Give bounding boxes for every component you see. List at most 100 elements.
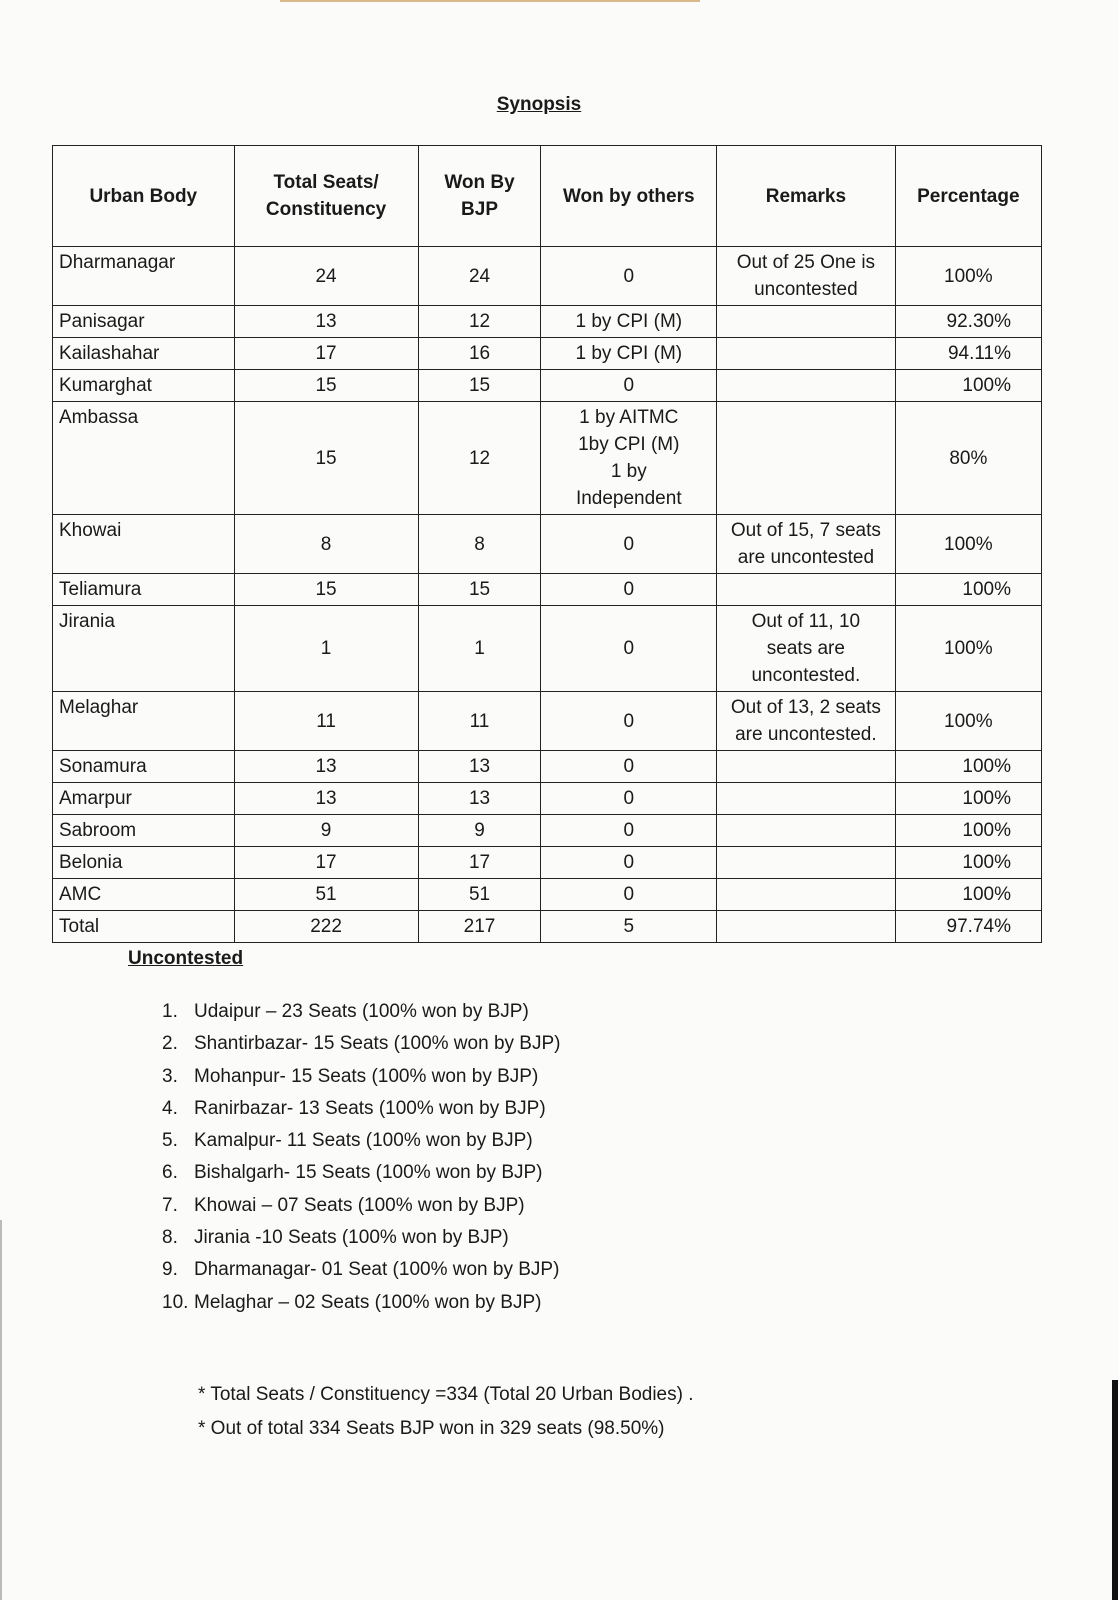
remarks-line: Out of 11, 10 [751, 611, 861, 632]
others-line: 0 [623, 579, 635, 600]
won-by-bjp-cell: 8 [417, 514, 542, 574]
list-text: Dharmanagar- 01 Seat (100% won by BJP) [194, 1259, 560, 1281]
list-text: Mohanpur- 15 Seats (100% won by BJP) [194, 1065, 539, 1087]
total-seats-cell: 15 [233, 401, 419, 515]
urban-body-cell: Dharmanagar [52, 246, 235, 306]
urban-body-cell: Khowai [52, 514, 235, 574]
percentage-cell: 100% [894, 514, 1043, 574]
table-row: Dharmanagar 24 24 0 Out of 25 One is uncontes… [52, 246, 1043, 306]
remarks-cell [716, 750, 896, 783]
urban-body-cell: Sabroom [52, 814, 235, 847]
total-seats-cell: 1 [233, 605, 419, 692]
others-line: 0 [623, 756, 635, 777]
total-seats-cell: 15 [233, 369, 419, 402]
list-item: 3. Mohanpur- 15 Seats (100% won by BJP) [162, 1061, 560, 1093]
others-line: 1 by CPI (M) [575, 311, 683, 332]
page-edge-top [280, 0, 700, 2]
list-number: 6. [162, 1162, 178, 1184]
remarks-cell [716, 814, 896, 847]
remarks-line: uncontested. [751, 665, 861, 686]
list-item: 5. Kamalpur- 11 Seats (100% won by BJP) [162, 1125, 560, 1157]
total-seats-cell: 8 [233, 514, 419, 574]
won-by-others-cell: 1 by AITMC 1by CPI (M) 1 by Independent [540, 401, 718, 515]
others-line: 0 [623, 710, 635, 732]
remarks-cell [716, 910, 896, 943]
list-item: 10. Melaghar – 02 Seats (100% won by BJP) [162, 1287, 560, 1319]
urban-body-cell: Amarpur [52, 782, 235, 815]
total-seats-cell: 24 [233, 246, 419, 306]
list-item: 8. Jirania -10 Seats (100% won by BJP) [162, 1222, 560, 1254]
total-seats-cell: 11 [233, 691, 419, 751]
others-line: 0 [623, 852, 635, 873]
list-item: 4. Ranirbazar- 13 Seats (100% won by BJP) [162, 1093, 560, 1125]
table-row: Belonia 17 17 0 100% [52, 846, 1043, 879]
others-line: 0 [623, 788, 635, 809]
list-number: 5. [162, 1130, 178, 1152]
others-line: 1 by AITMC [579, 407, 679, 428]
percentage-cell: 100% [894, 878, 1043, 911]
percentage-cell: 100% [894, 573, 1043, 606]
others-line: 1 by CPI (M) [575, 343, 683, 364]
table-row: Jirania 1 1 0 Out of 11, 10 seats are uncontes… [52, 605, 1043, 692]
urban-body-cell: Kailashahar [52, 337, 235, 370]
won-by-bjp-cell: 51 [417, 878, 542, 911]
won-by-bjp-cell: 1 [417, 605, 542, 692]
page-edge-right [1112, 1380, 1118, 1600]
table-row: Amarpur 13 13 0 100% [52, 782, 1043, 815]
total-seats-cell: 13 [233, 782, 419, 815]
won-by-others-cell: 0 [540, 878, 718, 911]
note-total-seats: * Total Seats / Constituency =334 (Total… [198, 1384, 694, 1405]
table-row: AMC 51 51 0 100% [52, 878, 1043, 911]
percentage-cell: 100% [894, 846, 1043, 879]
percentage-cell: 100% [894, 369, 1043, 402]
list-item: 2. Shantirbazar- 15 Seats (100% won by BJ… [162, 1028, 560, 1060]
remarks-cell [716, 337, 896, 370]
percentage-cell: 80% [894, 401, 1043, 515]
page-title: Synopsis [496, 94, 582, 115]
won-by-bjp-cell: 15 [417, 573, 542, 606]
won-by-bjp-cell: 13 [417, 750, 542, 783]
column-header: Remarks [716, 145, 896, 247]
urban-body-cell: Total [52, 910, 235, 943]
won-by-bjp-cell: 12 [417, 401, 542, 515]
synopsis-table: Urban Body Total Seats/ Constituency Won B… [52, 145, 1043, 943]
list-number: 3. [162, 1065, 178, 1087]
others-line: 0 [623, 638, 635, 659]
table-row: Kailashahar 17 16 1 by CPI (M) 94.11% [52, 337, 1043, 370]
list-item: 7. Khowai – 07 Seats (100% won by BJP) [162, 1190, 560, 1222]
others-line: 1by CPI (M) [578, 434, 680, 455]
list-item: 6. Bishalgarh- 15 Seats (100% won by BJP) [162, 1157, 560, 1189]
won-by-others-cell: 0 [540, 782, 718, 815]
won-by-bjp-cell: 24 [417, 246, 542, 306]
urban-body-cell: Belonia [52, 846, 235, 879]
remarks-line: uncontested [754, 279, 858, 300]
remarks-cell [716, 782, 896, 815]
won-by-others-cell: 0 [540, 514, 718, 574]
total-seats-cell: 13 [233, 305, 419, 338]
others-line: 5 [623, 916, 635, 937]
table-row: Total 222 217 5 97.74% [52, 910, 1043, 943]
page-edge-left [0, 1220, 2, 1600]
list-text: Kamalpur- 11 Seats (100% won by BJP) [194, 1130, 533, 1152]
table-header-row: Urban Body Total Seats/ Constituency Won B… [52, 145, 1043, 247]
won-by-bjp-cell: 217 [417, 910, 542, 943]
remarks-line: seats are [766, 638, 845, 659]
won-by-bjp-cell: 15 [417, 369, 542, 402]
remarks-cell: Out of 11, 10 seats are uncontested. [716, 605, 896, 692]
remarks-cell: Out of 25 One is uncontested [716, 246, 896, 306]
won-by-others-cell: 0 [540, 750, 718, 783]
won-by-others-cell: 0 [540, 369, 718, 402]
list-number: 9. [162, 1259, 178, 1281]
remarks-cell [716, 305, 896, 338]
others-line: 0 [623, 820, 635, 841]
table-row: Khowai 8 8 0 Out of 15, 7 seats are uncontest… [52, 514, 1043, 574]
others-line: 0 [623, 533, 635, 555]
remarks-cell: Out of 15, 7 seats are uncontested [716, 514, 896, 574]
others-line: 0 [623, 884, 635, 905]
won-by-others-cell: 0 [540, 573, 718, 606]
list-item: 1. Udaipur – 23 Seats (100% won by BJP) [162, 996, 560, 1028]
remarks-cell [716, 401, 896, 515]
won-by-others-cell: 1 by CPI (M) [540, 305, 718, 338]
total-seats-cell: 15 [233, 573, 419, 606]
table-row: Ambassa 15 12 1 by AITMC 1by CPI (M) 1 by Inde… [52, 401, 1043, 515]
